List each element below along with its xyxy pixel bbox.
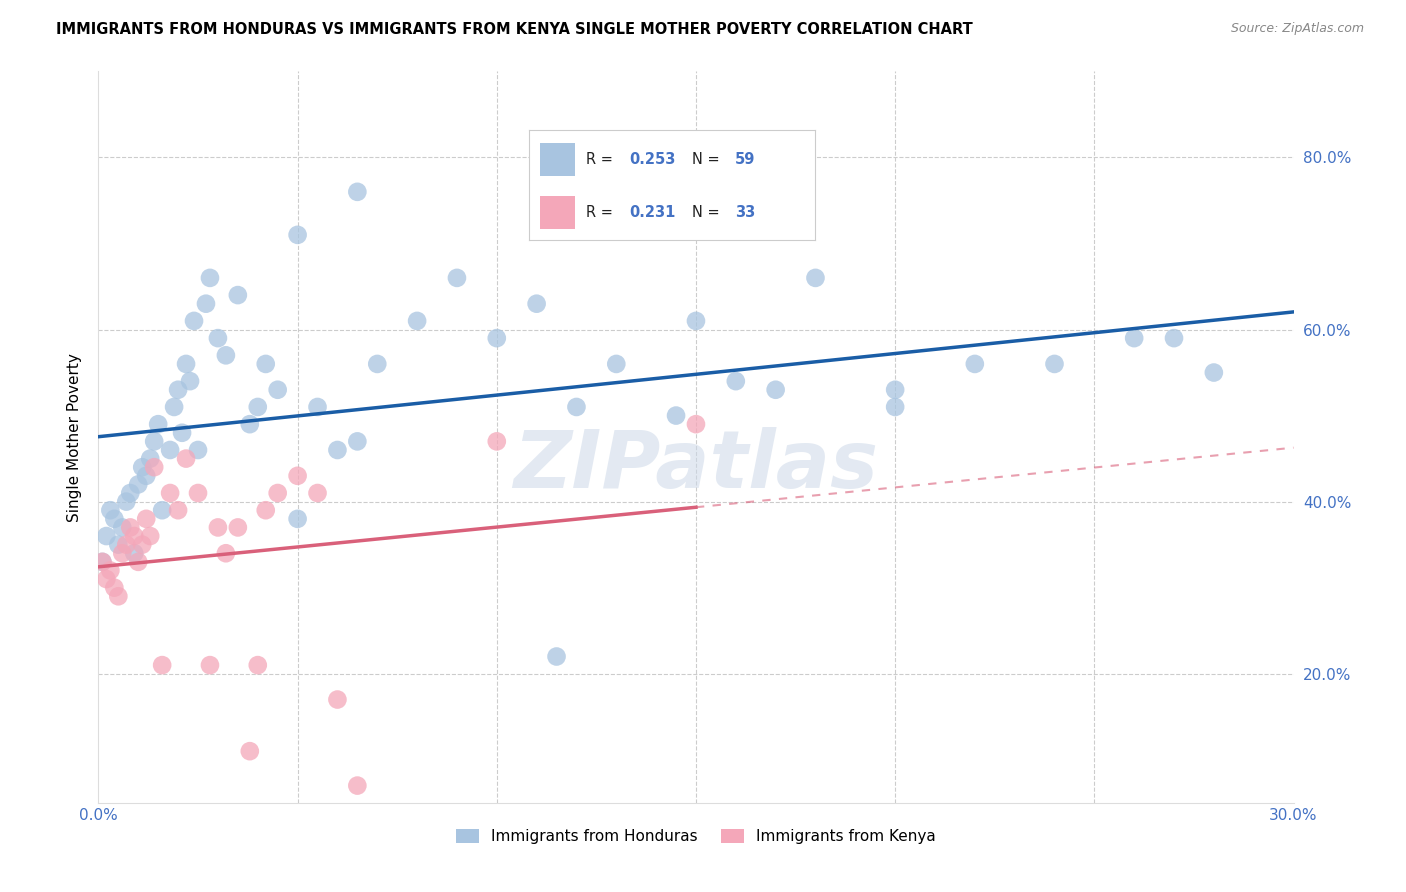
- Point: [215, 546, 238, 560]
- Point: [120, 520, 142, 534]
- Point: [135, 512, 157, 526]
- Point: [446, 271, 468, 285]
- Point: [183, 314, 205, 328]
- Point: [724, 374, 747, 388]
- Point: [187, 442, 209, 457]
- Point: [565, 400, 588, 414]
- Point: [91, 555, 114, 569]
- Point: [884, 383, 907, 397]
- Point: [179, 374, 201, 388]
- Point: [111, 520, 134, 534]
- Point: [96, 572, 118, 586]
- Point: [167, 503, 190, 517]
- Point: [346, 185, 368, 199]
- Point: [195, 296, 218, 310]
- Point: [665, 409, 688, 423]
- Point: [685, 417, 707, 432]
- Point: [135, 468, 157, 483]
- Point: [267, 486, 290, 500]
- Point: [148, 417, 170, 432]
- Point: [150, 658, 173, 673]
- Point: [246, 658, 269, 673]
- Point: [254, 503, 277, 517]
- Point: [127, 555, 149, 569]
- Point: [307, 400, 329, 414]
- Point: [107, 589, 129, 603]
- Point: [366, 357, 388, 371]
- Point: [884, 400, 907, 414]
- Point: [207, 520, 229, 534]
- Point: [226, 520, 249, 534]
- Point: [115, 494, 138, 508]
- Point: [143, 460, 166, 475]
- Text: ZIPatlas: ZIPatlas: [513, 427, 879, 506]
- Point: [546, 649, 568, 664]
- Point: [685, 314, 707, 328]
- Point: [96, 529, 118, 543]
- Point: [103, 512, 125, 526]
- Point: [139, 529, 162, 543]
- Point: [172, 425, 194, 440]
- Text: IMMIGRANTS FROM HONDURAS VS IMMIGRANTS FROM KENYA SINGLE MOTHER POVERTY CORRELAT: IMMIGRANTS FROM HONDURAS VS IMMIGRANTS F…: [56, 22, 973, 37]
- Point: [98, 564, 122, 578]
- Text: Source: ZipAtlas.com: Source: ZipAtlas.com: [1230, 22, 1364, 36]
- Point: [198, 271, 221, 285]
- Point: [485, 331, 508, 345]
- Point: [127, 477, 149, 491]
- Point: [159, 486, 181, 500]
- Point: [163, 400, 186, 414]
- Point: [1202, 366, 1225, 380]
- Point: [287, 468, 309, 483]
- Point: [307, 486, 329, 500]
- Point: [143, 434, 166, 449]
- Point: [406, 314, 429, 328]
- Point: [326, 442, 349, 457]
- Point: [326, 692, 349, 706]
- Point: [120, 486, 142, 500]
- Point: [115, 538, 138, 552]
- Point: [131, 460, 153, 475]
- Point: [198, 658, 221, 673]
- Point: [174, 357, 197, 371]
- Point: [187, 486, 209, 500]
- Point: [346, 434, 368, 449]
- Point: [239, 417, 262, 432]
- Point: [605, 357, 627, 371]
- Point: [1123, 331, 1146, 345]
- Point: [246, 400, 269, 414]
- Point: [167, 383, 190, 397]
- Point: [150, 503, 173, 517]
- Point: [124, 529, 146, 543]
- Point: [107, 538, 129, 552]
- Point: [239, 744, 262, 758]
- Point: [287, 512, 309, 526]
- Point: [267, 383, 290, 397]
- Point: [98, 503, 122, 517]
- Point: [526, 296, 548, 310]
- Y-axis label: Single Mother Poverty: Single Mother Poverty: [67, 352, 83, 522]
- Point: [124, 546, 146, 560]
- Point: [1163, 331, 1185, 345]
- Point: [765, 383, 787, 397]
- Point: [103, 581, 125, 595]
- Point: [215, 348, 238, 362]
- Point: [91, 555, 114, 569]
- Point: [174, 451, 197, 466]
- Point: [963, 357, 986, 371]
- Point: [139, 451, 162, 466]
- Point: [159, 442, 181, 457]
- Point: [346, 779, 368, 793]
- Point: [254, 357, 277, 371]
- Point: [131, 538, 153, 552]
- Point: [111, 546, 134, 560]
- Point: [207, 331, 229, 345]
- Point: [1043, 357, 1066, 371]
- Point: [287, 227, 309, 242]
- Point: [485, 434, 508, 449]
- Point: [226, 288, 249, 302]
- Legend: Immigrants from Honduras, Immigrants from Kenya: Immigrants from Honduras, Immigrants fro…: [450, 822, 942, 850]
- Point: [804, 271, 827, 285]
